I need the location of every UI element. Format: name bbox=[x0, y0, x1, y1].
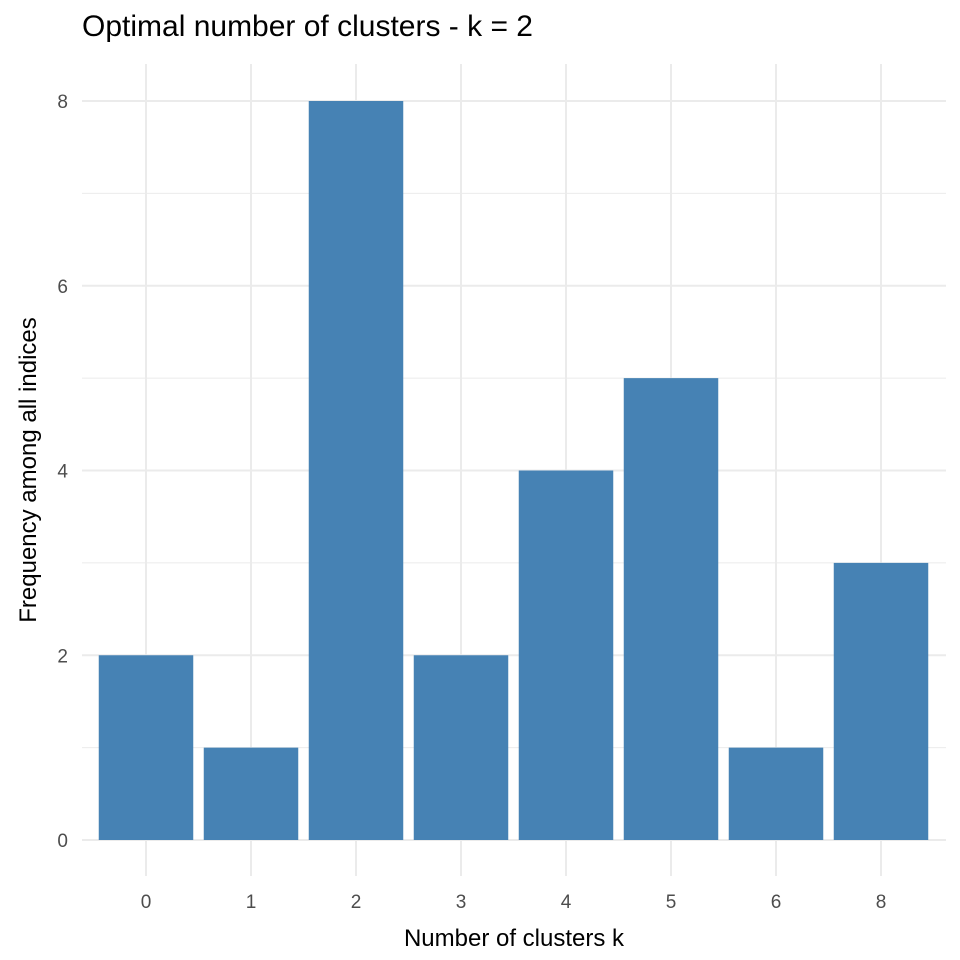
bars bbox=[98, 101, 929, 840]
x-tick-label: 6 bbox=[771, 892, 782, 913]
y-tick-label: 8 bbox=[57, 92, 68, 113]
x-tick-label: 5 bbox=[666, 892, 677, 913]
bar-1 bbox=[203, 747, 299, 840]
x-tick-label: 2 bbox=[351, 892, 362, 913]
x-tick-label: 3 bbox=[456, 892, 467, 913]
bar-2 bbox=[308, 101, 404, 840]
y-tick-label: 4 bbox=[57, 462, 68, 483]
chart-title: Optimal number of clusters - k = 2 bbox=[82, 10, 533, 43]
x-axis-title: Number of clusters k bbox=[404, 925, 625, 952]
y-axis-title: Frequency among all indices bbox=[15, 317, 42, 623]
x-tick-label: 0 bbox=[141, 892, 152, 913]
bar-6 bbox=[728, 747, 824, 840]
bar-0 bbox=[98, 655, 194, 840]
y-tick-label: 2 bbox=[57, 646, 68, 667]
bar-4 bbox=[518, 470, 614, 840]
y-tick-label: 6 bbox=[57, 277, 68, 298]
bar-8 bbox=[833, 562, 929, 840]
x-tick-label: 4 bbox=[561, 892, 572, 913]
bar-5 bbox=[623, 378, 719, 840]
x-tick-label: 1 bbox=[246, 892, 257, 913]
x-tick-label: 8 bbox=[876, 892, 887, 913]
y-tick-labels: 0 2 4 6 8 bbox=[57, 92, 68, 852]
bar-3 bbox=[413, 655, 509, 840]
x-tick-labels: 0 1 2 3 4 5 6 8 bbox=[141, 892, 887, 913]
y-tick-label: 0 bbox=[57, 831, 68, 852]
